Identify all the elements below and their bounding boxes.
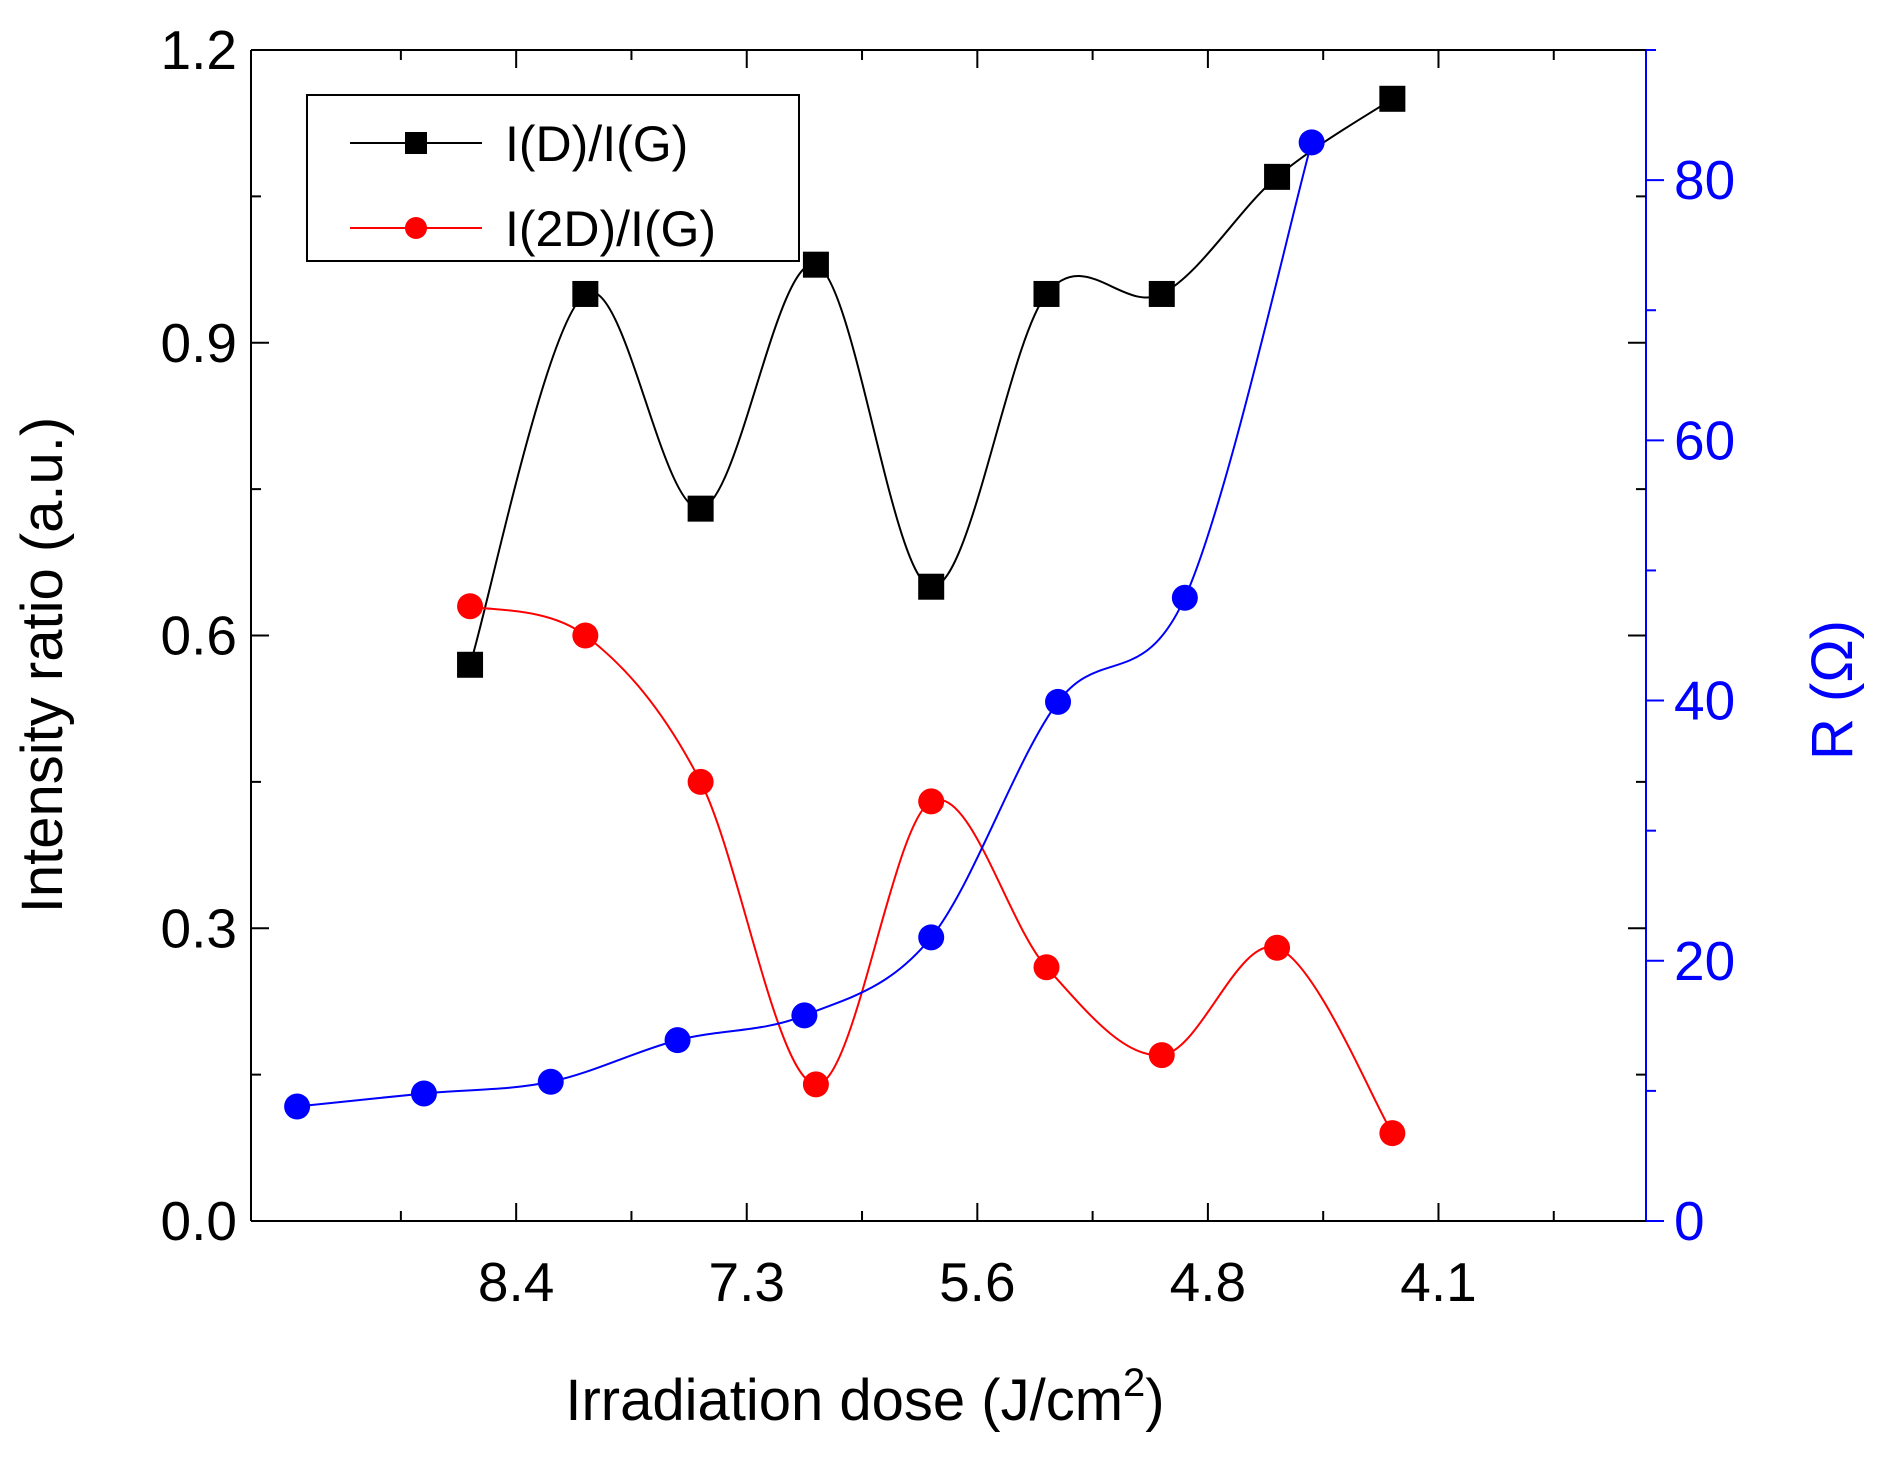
data-point-square [687, 495, 714, 522]
y2-axis-title: R (Ω) [1800, 620, 1865, 760]
y-tick-label: 0.3 [161, 897, 237, 959]
data-point-circle [1171, 584, 1198, 611]
legend-box [306, 94, 800, 262]
data-point-circle [918, 788, 945, 815]
y-tick-label: 0.6 [161, 605, 237, 667]
x-tick-label: 4.8 [1170, 1251, 1246, 1313]
data-point-circle [664, 1027, 691, 1054]
data-point-circle [918, 924, 945, 951]
data-point-circle [1298, 129, 1325, 156]
data-point-square [572, 280, 599, 307]
x-axis-title-main: Irradiation dose (J/cm [565, 1368, 1123, 1433]
data-point-square [918, 573, 945, 600]
legend-label-2d-g: I(2D)/I(G) [505, 201, 716, 257]
data-point-circle [1264, 934, 1291, 961]
legend-label-d-g: I(D)/I(G) [505, 116, 688, 172]
data-point-circle [537, 1068, 564, 1095]
x-axis-title-sup: 2 [1123, 1361, 1145, 1405]
x-tick-label: 5.6 [939, 1251, 1015, 1313]
data-point-circle [1045, 688, 1072, 715]
data-point-circle [791, 1002, 818, 1029]
data-point-square [1264, 163, 1291, 190]
x-axis-title-end: ) [1145, 1368, 1164, 1433]
y-axis-title: Intensity ratio (a.u.) [10, 417, 75, 913]
x-axis-title: Irradiation dose (J/cm2) [565, 1361, 1164, 1433]
y-tick-label: 0.0 [161, 1190, 237, 1252]
y-tick-label: 0.9 [161, 312, 237, 374]
data-point-circle [284, 1093, 311, 1120]
data-point-square [802, 251, 829, 278]
y2-tick-label: 80 [1674, 149, 1735, 211]
data-point-circle [457, 593, 484, 620]
data-point-square [1379, 85, 1406, 112]
legend: I(D)/I(G) I(2D)/I(G) [306, 94, 800, 262]
data-point-circle [1033, 954, 1060, 981]
x-tick-label: 8.4 [478, 1251, 554, 1313]
y2-tick-label: 40 [1674, 670, 1735, 732]
data-point-square [457, 651, 484, 678]
x-tick-label: 7.3 [709, 1251, 785, 1313]
y-tick-label: 1.2 [161, 19, 237, 81]
data-point-circle [1379, 1120, 1406, 1147]
legend-marker-square [405, 132, 427, 154]
data-point-circle [410, 1080, 437, 1107]
y2-tick-label: 0 [1674, 1190, 1705, 1252]
data-point-circle [802, 1071, 829, 1098]
series-line-1 [469, 605, 1394, 1134]
y2-tick-label: 60 [1674, 409, 1735, 471]
data-point-square [1148, 280, 1175, 307]
data-point-circle [572, 622, 599, 649]
data-point-circle [1148, 1042, 1175, 1069]
y2-tick-label: 20 [1674, 930, 1735, 992]
series-line-2 [297, 142, 1313, 1108]
legend-marker-circle [405, 217, 427, 239]
data-point-square [1033, 280, 1060, 307]
data-point-circle [687, 768, 714, 795]
series-line-0 [469, 97, 1393, 666]
x-tick-label: 4.1 [1400, 1251, 1476, 1313]
